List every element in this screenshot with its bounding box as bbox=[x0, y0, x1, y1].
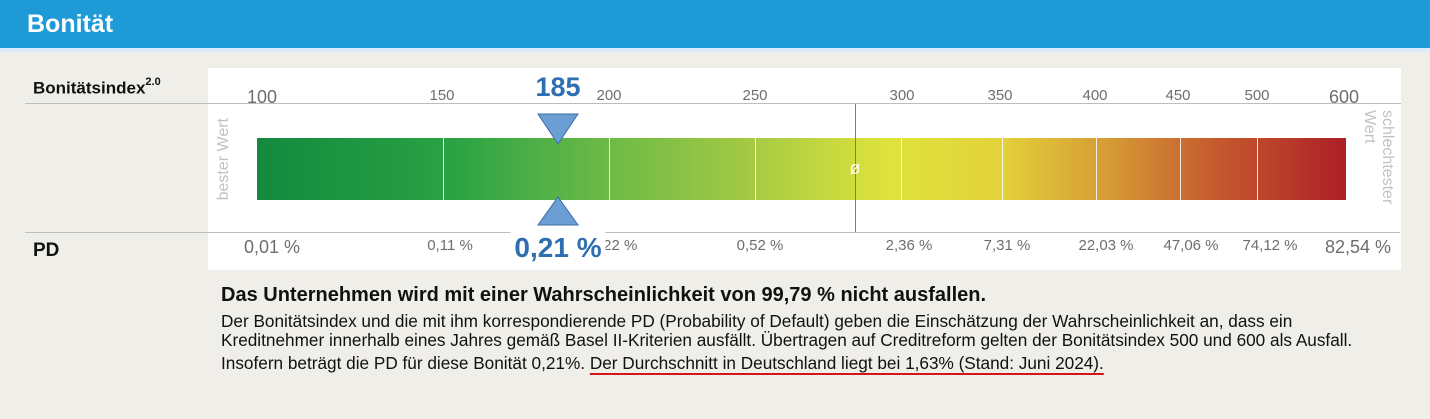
best-value-label: bester Wert bbox=[215, 118, 232, 201]
pd-tick: 0,52 % bbox=[736, 237, 784, 254]
index-tick: 100 bbox=[246, 87, 278, 107]
marker-up-icon bbox=[537, 196, 579, 226]
explanation-paragraph: Der Bonitätsindex und die mit ihm korres… bbox=[221, 311, 1353, 350]
average-line bbox=[855, 104, 856, 232]
index-version: 2.0 bbox=[145, 76, 161, 88]
pd-tick: 0,01 % bbox=[243, 237, 301, 257]
bar-segment-divider bbox=[443, 138, 444, 200]
worst-value-label: schlechtester Wert bbox=[1361, 110, 1396, 205]
pd-tick: 74,12 % bbox=[1242, 237, 1298, 254]
bar-segment-divider bbox=[901, 138, 902, 200]
index-tick: 300 bbox=[889, 87, 915, 104]
index-tick: 250 bbox=[742, 87, 768, 104]
marker-down-icon bbox=[537, 113, 579, 145]
bar-segment-divider bbox=[1002, 138, 1003, 200]
index-tick: 500 bbox=[1244, 87, 1270, 104]
bar-segment-divider bbox=[609, 138, 610, 200]
pd-tick: 47,06 % bbox=[1163, 237, 1219, 254]
pd-value: 0,21 % bbox=[510, 232, 606, 264]
headline: Das Unternehmen wird mit einer Wahrschei… bbox=[221, 284, 987, 306]
pd-tick: 7,31 % bbox=[983, 237, 1031, 254]
section-header: Bonität bbox=[0, 0, 1430, 52]
panel-divider-top bbox=[208, 103, 1401, 104]
pd-tick: 22,03 % bbox=[1078, 237, 1134, 254]
explanation-block: Das Unternehmen wird mit einer Wahrschei… bbox=[221, 284, 1391, 373]
index-tick: 150 bbox=[429, 87, 455, 104]
index-tick: 200 bbox=[596, 87, 622, 104]
bonitaetsindex-label: Bonitätsindex2.0 bbox=[33, 76, 161, 98]
bar-segment-divider bbox=[1096, 138, 1097, 200]
bonitaet-gradient-bar bbox=[257, 138, 1346, 200]
average-symbol: ø bbox=[849, 158, 861, 178]
index-tick: 600 bbox=[1328, 87, 1360, 107]
pd-label: PD bbox=[33, 240, 60, 261]
bar-segment-divider bbox=[1257, 138, 1258, 200]
index-tick: 450 bbox=[1165, 87, 1191, 104]
bottom-divider bbox=[25, 232, 1400, 233]
average-note: Der Durchschnitt in Deutschland liegt be… bbox=[589, 353, 1104, 373]
bar-segment-divider bbox=[755, 138, 756, 200]
index-tick: 400 bbox=[1082, 87, 1108, 104]
section-title: Bonität bbox=[27, 10, 114, 38]
pd-summary: Insofern beträgt die PD für diese Bonitä… bbox=[221, 353, 1104, 373]
index-tick: 350 bbox=[987, 87, 1013, 104]
bonitaetsindex-value: 185 bbox=[535, 72, 581, 102]
pd-tick: 82,54 % bbox=[1324, 237, 1392, 257]
bar-segment-divider bbox=[1180, 138, 1181, 200]
pd-tick: 2,36 % bbox=[885, 237, 933, 254]
pd-tick: 0,11 % bbox=[427, 237, 473, 254]
